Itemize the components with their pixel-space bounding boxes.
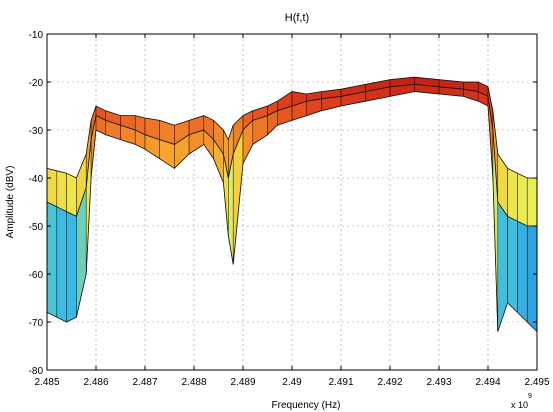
x-tick-label: 2.489 <box>230 377 255 388</box>
y-tick-label: -40 <box>29 174 44 185</box>
surface-band <box>56 170 67 212</box>
x-tick-label: 2.49 <box>282 377 302 388</box>
x-tick-label: 2.495 <box>524 377 549 388</box>
x-multiplier-exponent: 9 <box>528 393 532 400</box>
surface-band <box>517 220 528 323</box>
x-tick-label: 2.486 <box>83 377 108 388</box>
series-line-2 <box>46 83 537 227</box>
surface-band <box>46 168 57 208</box>
series-line-3 <box>46 91 538 332</box>
x-tick-label: 2.491 <box>328 377 353 388</box>
y-axis-ticks: -10 -20 -30 -40 -50 -60 -70 -80 <box>29 30 537 377</box>
surface-band <box>46 201 57 318</box>
y-tick-label: -80 <box>29 366 44 377</box>
surface-band <box>517 172 528 227</box>
y-tick-label: -60 <box>29 270 44 281</box>
x-tick-label: 2.492 <box>377 377 402 388</box>
surface-band <box>66 211 77 323</box>
series-line-1 <box>46 76 537 179</box>
surface-band <box>66 172 77 217</box>
surface-band <box>527 177 538 227</box>
y-tick-label: -30 <box>29 126 44 137</box>
x-multiplier: x 10 <box>511 400 528 410</box>
x-axis-label: Frequency (Hz) <box>272 400 341 411</box>
y-tick-label: -10 <box>29 30 44 41</box>
y-tick-label: -20 <box>29 78 44 89</box>
y-tick-label: -70 <box>29 318 44 329</box>
surface-band <box>527 225 538 332</box>
surface-plot <box>46 76 538 332</box>
x-tick-label: 2.485 <box>34 377 59 388</box>
surface-band <box>56 206 67 323</box>
x-axis-ticks: 2.485 2.486 2.487 2.488 2.489 2.49 2.491 2.492 2… <box>34 34 550 388</box>
x-tick-label: 2.487 <box>132 377 157 388</box>
y-axis-label: Amplitude (dBV) <box>5 166 16 239</box>
x-tick-label: 2.488 <box>181 377 206 388</box>
surface-band <box>507 168 518 222</box>
surface-band <box>507 216 518 313</box>
chart-title: H(f,t) <box>285 12 309 24</box>
x-tick-label: 2.493 <box>426 377 451 388</box>
y-tick-label: -50 <box>29 222 44 233</box>
x-tick-label: 2.494 <box>475 377 500 388</box>
